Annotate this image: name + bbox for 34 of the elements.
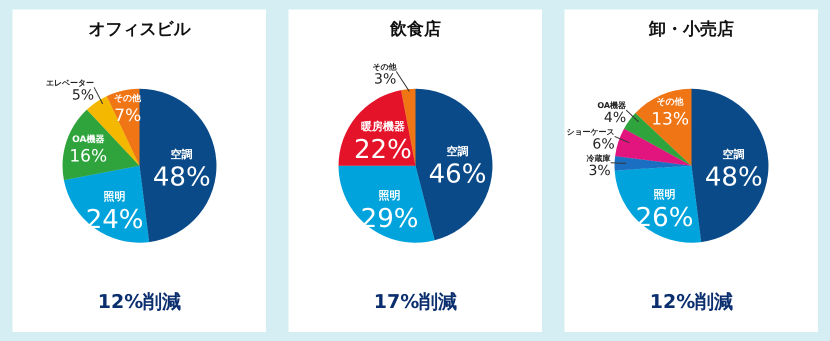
data-label: 48% <box>704 162 763 193</box>
text: 12%削減 <box>650 290 734 313</box>
slice-label: 暖房機器 <box>360 120 405 134</box>
slice-label: 空調 <box>446 144 468 158</box>
data-label: 46% <box>428 160 486 190</box>
slice-label: ショーケース <box>566 127 615 136</box>
slice-label: 空調 <box>170 148 193 161</box>
slice-label: その他 <box>372 62 398 72</box>
slice-label: OA機器 <box>597 101 626 110</box>
slice-label: 照明 <box>104 190 126 204</box>
slice-label: 照明 <box>378 189 401 202</box>
data-label: 48% <box>152 162 211 193</box>
slice-label: 冷蔵庫 <box>586 152 611 163</box>
data-label: 4% <box>604 110 626 126</box>
data-label: 5% <box>72 87 94 104</box>
data-label: 6% <box>592 136 615 152</box>
chart-title: 卸・小売店 <box>648 20 734 40</box>
text: 17%削減 <box>374 290 458 313</box>
data-label: 13% <box>651 109 690 130</box>
data-label: 3% <box>588 162 611 179</box>
slice-label: その他 <box>656 96 685 108</box>
slice-label: エレベーター <box>46 78 94 88</box>
data-label: 16% <box>69 146 108 167</box>
data-label: 24% <box>86 204 144 235</box>
slice-label: 照明 <box>654 188 676 202</box>
slice-label: OA機器 <box>72 134 104 145</box>
slice-label: 空調 <box>722 148 745 161</box>
data-label: 22% <box>354 134 412 165</box>
chart-title: オフィスビル <box>88 20 192 40</box>
data-label: 26% <box>636 202 694 233</box>
text: 12%削減 <box>98 290 182 313</box>
data-label: 3% <box>374 71 396 88</box>
data-label: 29% <box>360 204 418 234</box>
chart-title: 飲食店 <box>389 20 441 40</box>
